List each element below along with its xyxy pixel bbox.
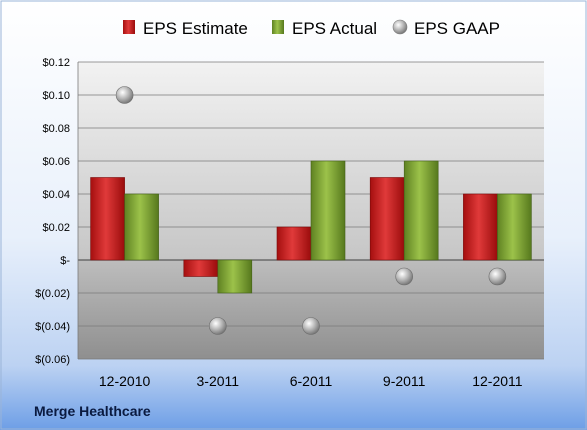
point-eps-gaap bbox=[488, 267, 507, 286]
bar-eps-estimate bbox=[183, 259, 219, 277]
legend: EPS Estimate EPS Actual EPS GAAP bbox=[123, 19, 500, 38]
bar-eps-actual bbox=[310, 160, 346, 261]
bar-eps-estimate bbox=[369, 177, 405, 261]
bar-eps-actual bbox=[497, 193, 532, 261]
x-category-label: 12-2010 bbox=[99, 373, 151, 389]
bar-eps-estimate bbox=[463, 193, 498, 261]
y-axis-ticks: $0.12 $0.10 $0.08 $0.06 $0.04 $0.02 $- $(0.02) $… bbox=[35, 57, 70, 366]
y-tick-label: $- bbox=[60, 255, 70, 267]
bar-eps-actual bbox=[124, 193, 159, 261]
x-category-label: 6-2011 bbox=[290, 373, 333, 389]
y-tick-label: $0.06 bbox=[42, 156, 70, 168]
y-tick-label: $0.02 bbox=[42, 222, 70, 234]
company-name: Merge Healthcare bbox=[34, 403, 151, 419]
legend-swatch-eps-actual bbox=[272, 20, 284, 34]
legend-swatch-eps-gaap bbox=[392, 19, 408, 35]
legend-label-eps-actual: EPS Actual bbox=[292, 19, 377, 38]
x-category-label: 3-2011 bbox=[197, 373, 240, 389]
point-eps-gaap bbox=[395, 267, 414, 286]
point-eps-gaap bbox=[209, 317, 227, 335]
y-tick-label: $0.10 bbox=[42, 90, 70, 102]
x-category-label: 9-2011 bbox=[383, 373, 426, 389]
y-tick-label: $(0.04) bbox=[35, 321, 70, 333]
y-tick-label: $0.08 bbox=[42, 123, 70, 135]
y-tick-label: $0.12 bbox=[42, 57, 70, 69]
x-category-label: 12-2011 bbox=[472, 373, 523, 389]
legend-label-eps-estimate: EPS Estimate bbox=[143, 19, 248, 38]
y-tick-label: $(0.06) bbox=[35, 354, 70, 366]
point-eps-gaap bbox=[302, 317, 320, 335]
y-tick-label: $(0.02) bbox=[35, 288, 70, 300]
x-axis-categories: 12-2010 3-2011 6-2011 9-2011 12-2011 bbox=[99, 373, 523, 389]
y-tick-label: $0.04 bbox=[42, 189, 70, 201]
gaap-points bbox=[115, 86, 507, 335]
bars bbox=[90, 160, 532, 294]
point-eps-gaap bbox=[115, 86, 134, 104]
legend-label-eps-gaap: EPS GAAP bbox=[414, 19, 500, 38]
bar-eps-actual bbox=[217, 259, 253, 294]
bar-eps-estimate bbox=[276, 226, 312, 261]
bar-eps-estimate bbox=[90, 177, 125, 261]
bar-eps-actual bbox=[403, 160, 439, 261]
plot-area-negative bbox=[78, 260, 544, 359]
legend-swatch-eps-estimate bbox=[123, 20, 135, 34]
